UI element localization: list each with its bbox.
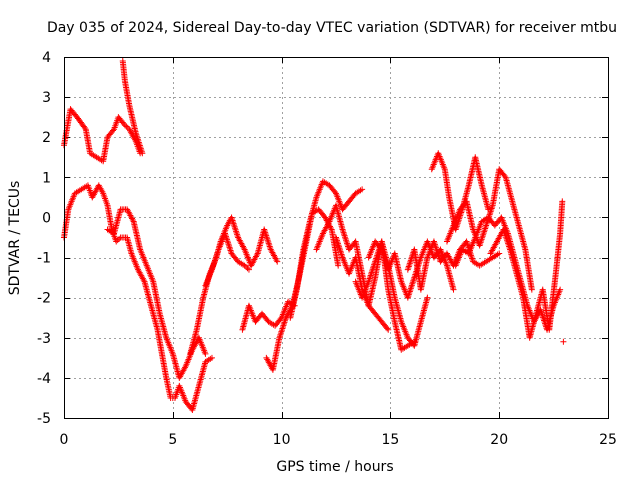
y-tick-label: 1	[42, 170, 51, 186]
x-tick-label: 5	[168, 432, 177, 448]
x-tick-label: 15	[381, 432, 399, 448]
data-point	[208, 354, 215, 361]
data-point	[123, 123, 130, 130]
y-tick-label: 3	[42, 90, 51, 106]
data-point	[335, 262, 342, 269]
y-tick-label: -3	[37, 331, 51, 347]
data-point	[385, 326, 392, 333]
y-tick-label: 2	[42, 130, 51, 146]
data-point	[560, 338, 567, 345]
x-tick-label: 20	[490, 432, 508, 448]
data-point	[120, 120, 127, 127]
y-tick-label: -2	[37, 291, 51, 307]
data-points	[61, 58, 567, 413]
data-point	[359, 186, 366, 193]
chart-title: Day 035 of 2024, Sidereal Day-to-day VTE…	[47, 20, 617, 36]
data-point	[557, 286, 564, 293]
y-axis-label: SDTVAR / TECUs	[7, 181, 23, 296]
data-point	[528, 286, 535, 293]
y-tick-label: -1	[37, 251, 51, 267]
data-point	[202, 350, 209, 357]
x-tick-label: 25	[599, 432, 617, 448]
x-tick-label: 10	[273, 432, 291, 448]
data-point	[116, 235, 123, 242]
data-point	[244, 265, 251, 272]
data-point	[241, 262, 248, 269]
data-point	[274, 258, 281, 265]
data-point	[81, 124, 88, 131]
x-axis-label: GPS time / hours	[276, 459, 393, 475]
data-point	[113, 238, 120, 245]
data-point	[119, 58, 126, 65]
data-point	[121, 122, 128, 129]
data-point	[496, 250, 503, 257]
tick-labels: 0 5 10 15 20 25 -5 -4 -3 -2 -1 0 1 2 3 4	[37, 50, 617, 448]
data-point	[109, 127, 116, 134]
y-tick-label: 4	[42, 50, 51, 66]
data-point	[411, 338, 418, 345]
data-point	[243, 263, 250, 270]
gridlines	[64, 57, 608, 418]
y-tick-label: -5	[37, 411, 51, 427]
data-point	[424, 294, 431, 301]
x-tick-label: 0	[60, 432, 69, 448]
y-tick-label: 0	[42, 210, 51, 226]
y-tick-label: -4	[37, 371, 51, 387]
data-point	[384, 325, 391, 332]
data-point	[450, 286, 457, 293]
plot-frame	[64, 57, 609, 419]
data-point	[114, 237, 121, 244]
data-point	[559, 198, 566, 205]
data-point	[245, 266, 252, 273]
